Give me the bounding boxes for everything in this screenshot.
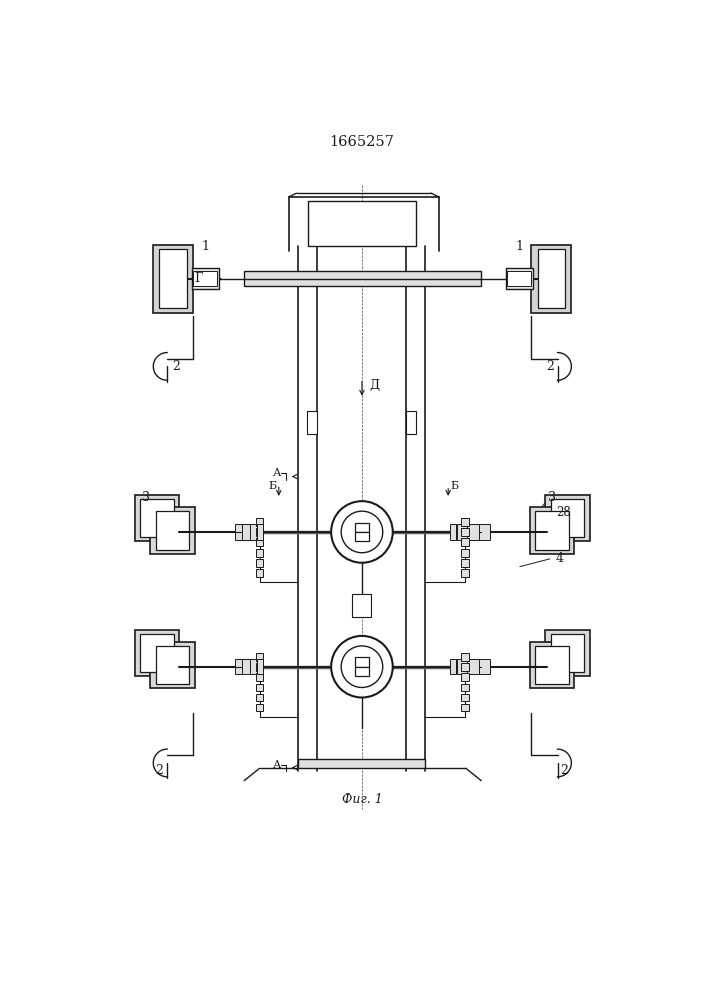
Bar	[242, 659, 254, 674]
Bar	[256, 673, 264, 681]
Bar	[256, 549, 264, 557]
Bar	[256, 518, 264, 526]
Bar	[461, 704, 469, 711]
Bar	[457, 524, 467, 540]
Bar	[530, 507, 575, 554]
Bar	[250, 659, 259, 674]
Bar	[477, 524, 490, 540]
Bar	[235, 524, 247, 540]
Bar	[308, 411, 317, 434]
Bar	[256, 663, 264, 671]
Bar	[508, 271, 532, 286]
Bar	[153, 245, 193, 312]
Bar	[461, 569, 469, 577]
Bar	[256, 684, 264, 691]
Bar	[532, 245, 571, 312]
Bar	[461, 663, 469, 671]
Bar	[551, 634, 585, 672]
Bar	[537, 249, 565, 308]
Bar	[461, 694, 469, 701]
Text: 1: 1	[516, 240, 524, 253]
Bar	[461, 653, 469, 661]
Bar	[355, 657, 369, 667]
Bar	[467, 659, 479, 674]
Bar	[150, 642, 195, 688]
Bar	[156, 511, 189, 550]
Bar	[256, 694, 264, 701]
Bar	[535, 511, 569, 550]
Bar	[467, 524, 479, 540]
Bar	[298, 759, 425, 768]
Text: 1: 1	[201, 240, 210, 253]
Bar	[256, 538, 264, 546]
Bar	[256, 528, 264, 536]
Bar	[160, 249, 187, 308]
Text: 1665257: 1665257	[329, 135, 395, 149]
Bar	[355, 523, 369, 532]
Text: 28: 28	[556, 506, 571, 519]
Bar	[156, 646, 189, 684]
Bar	[461, 538, 469, 546]
Bar	[256, 569, 264, 577]
Text: 4: 4	[556, 552, 564, 565]
Text: 2: 2	[156, 764, 163, 777]
Circle shape	[331, 501, 393, 563]
Bar	[250, 524, 259, 540]
Circle shape	[360, 530, 364, 534]
Text: 2: 2	[547, 360, 554, 373]
Text: Б: Б	[269, 481, 276, 491]
Bar	[352, 594, 371, 617]
Text: Фиг. 1: Фиг. 1	[341, 793, 382, 806]
Bar	[461, 549, 469, 557]
Bar	[461, 528, 469, 536]
Text: Б: Б	[450, 481, 458, 491]
Bar	[256, 653, 264, 661]
Text: А: А	[273, 760, 281, 770]
Bar	[450, 659, 456, 674]
Circle shape	[331, 636, 393, 698]
Bar	[135, 630, 180, 676]
Bar	[140, 634, 174, 672]
Text: 2: 2	[173, 360, 180, 373]
Text: А: А	[273, 468, 281, 478]
Bar	[193, 271, 217, 286]
Circle shape	[341, 646, 382, 687]
Bar	[256, 559, 264, 567]
Text: 3: 3	[142, 491, 151, 504]
Bar	[140, 499, 174, 537]
Bar	[257, 659, 264, 674]
Bar	[256, 704, 264, 711]
Circle shape	[360, 664, 364, 669]
Circle shape	[341, 511, 382, 553]
Bar	[150, 507, 195, 554]
Text: 2: 2	[560, 764, 568, 777]
Text: 3: 3	[548, 491, 556, 504]
Bar	[242, 524, 254, 540]
Bar	[461, 559, 469, 567]
Bar	[450, 524, 456, 540]
Bar	[530, 642, 575, 688]
Bar	[551, 499, 585, 537]
Bar	[461, 518, 469, 526]
Bar	[192, 268, 218, 289]
Bar	[235, 659, 247, 674]
Bar	[457, 659, 467, 674]
Bar	[545, 495, 590, 541]
Bar	[244, 271, 481, 286]
Bar	[535, 646, 569, 684]
Text: Г: Г	[194, 272, 202, 285]
Bar	[355, 667, 369, 676]
Bar	[355, 532, 369, 541]
Bar	[308, 201, 416, 246]
Bar	[461, 684, 469, 691]
Bar	[477, 659, 490, 674]
Bar	[257, 524, 264, 540]
Bar	[545, 630, 590, 676]
Text: Д: Д	[370, 379, 380, 392]
Bar	[135, 495, 180, 541]
Bar	[406, 411, 416, 434]
Bar	[461, 673, 469, 681]
Bar	[506, 268, 533, 289]
